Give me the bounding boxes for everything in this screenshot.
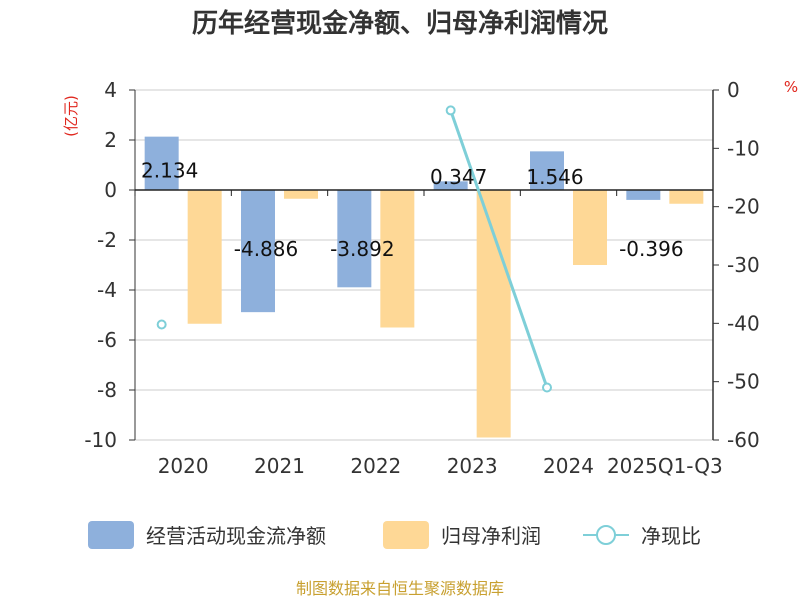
right-tick-label: -60: [727, 428, 760, 452]
legend-label: 归母净利润: [441, 524, 541, 548]
left-tick-label: -4: [97, 278, 117, 302]
right-tick-label: -40: [727, 311, 760, 335]
left-tick-label: -2: [97, 228, 117, 252]
cash-flow-bar: [337, 190, 372, 288]
legend-swatch-marker: [596, 525, 616, 545]
bars: [144, 136, 704, 438]
right-axis-unit: %: [784, 78, 798, 96]
right-tick-label: -50: [727, 370, 760, 394]
ratio-point: [445, 105, 456, 116]
net-profit-bar: [284, 190, 318, 199]
x-tick-label: 2024: [543, 454, 594, 478]
gridlines: [135, 89, 713, 441]
legend-label: 经营活动现金流净额: [146, 524, 326, 548]
left-tick-label: 0: [104, 178, 117, 202]
cash-flow-bar: [144, 136, 179, 190]
left-tick-label: 2: [104, 128, 117, 152]
right-tick-label: -10: [727, 136, 760, 160]
net-profit-bar: [669, 190, 704, 204]
x-tick-label: 2023: [447, 454, 498, 478]
x-tick-label: 2021: [254, 454, 305, 478]
cash-flow-label: -0.396: [619, 237, 683, 261]
net-profit-bar: [573, 190, 607, 265]
net-profit-bar: [380, 190, 415, 328]
legend-swatch: [88, 521, 134, 549]
cash-flow-bar: [530, 151, 564, 190]
left-axis-unit: (亿元): [62, 95, 80, 137]
chart-title: 历年经营现金净额、归母净利润情况: [192, 8, 608, 39]
net-profit-bar: [187, 190, 222, 324]
cash-flow-label: 2.134: [141, 158, 198, 182]
ratio-point: [542, 382, 552, 393]
x-tick-label: 2025Q1-Q3: [607, 454, 723, 478]
source-note: 制图数据来自恒生聚源数据库: [296, 579, 504, 598]
x-tick-label: 2020: [158, 454, 209, 478]
cash-flow-label: 0.347: [430, 165, 487, 189]
legend: 经营活动现金流净额 归母净利润 净现比: [88, 521, 701, 549]
cash-flow-bar: [433, 181, 468, 190]
ratio-line-segment: [449, 109, 549, 388]
left-tick-label: 4: [104, 78, 117, 102]
x-tick-label: 2022: [350, 454, 401, 478]
right-tick-label: -30: [727, 253, 760, 277]
axes: 4 2 0 -2 -4 -6 -8 -10 0 -10 -20 -30 -40 -50 -60 2020 202…: [84, 78, 759, 478]
ratio-line: [156, 105, 552, 393]
data-labels: 2.134 -4.886 -3.892 0.347 1.546 -0.396: [141, 158, 684, 261]
left-tick-label: -6: [97, 328, 117, 352]
ratio-point: [156, 319, 167, 330]
cash-flow-bar: [626, 190, 661, 200]
left-tick-label: -8: [97, 378, 117, 402]
cash-flow-bar: [241, 190, 275, 313]
cash-flow-label: -4.886: [234, 237, 298, 261]
right-tick-label: 0: [727, 78, 740, 102]
cash-flow-label: 1.546: [526, 165, 583, 189]
left-tick-label: -10: [84, 428, 117, 452]
legend-swatch: [383, 521, 429, 549]
cash-flow-label: -3.892: [330, 237, 394, 261]
right-tick-label: -20: [727, 195, 760, 219]
legend-label: 净现比: [641, 524, 701, 548]
net-profit-bar: [476, 190, 511, 438]
